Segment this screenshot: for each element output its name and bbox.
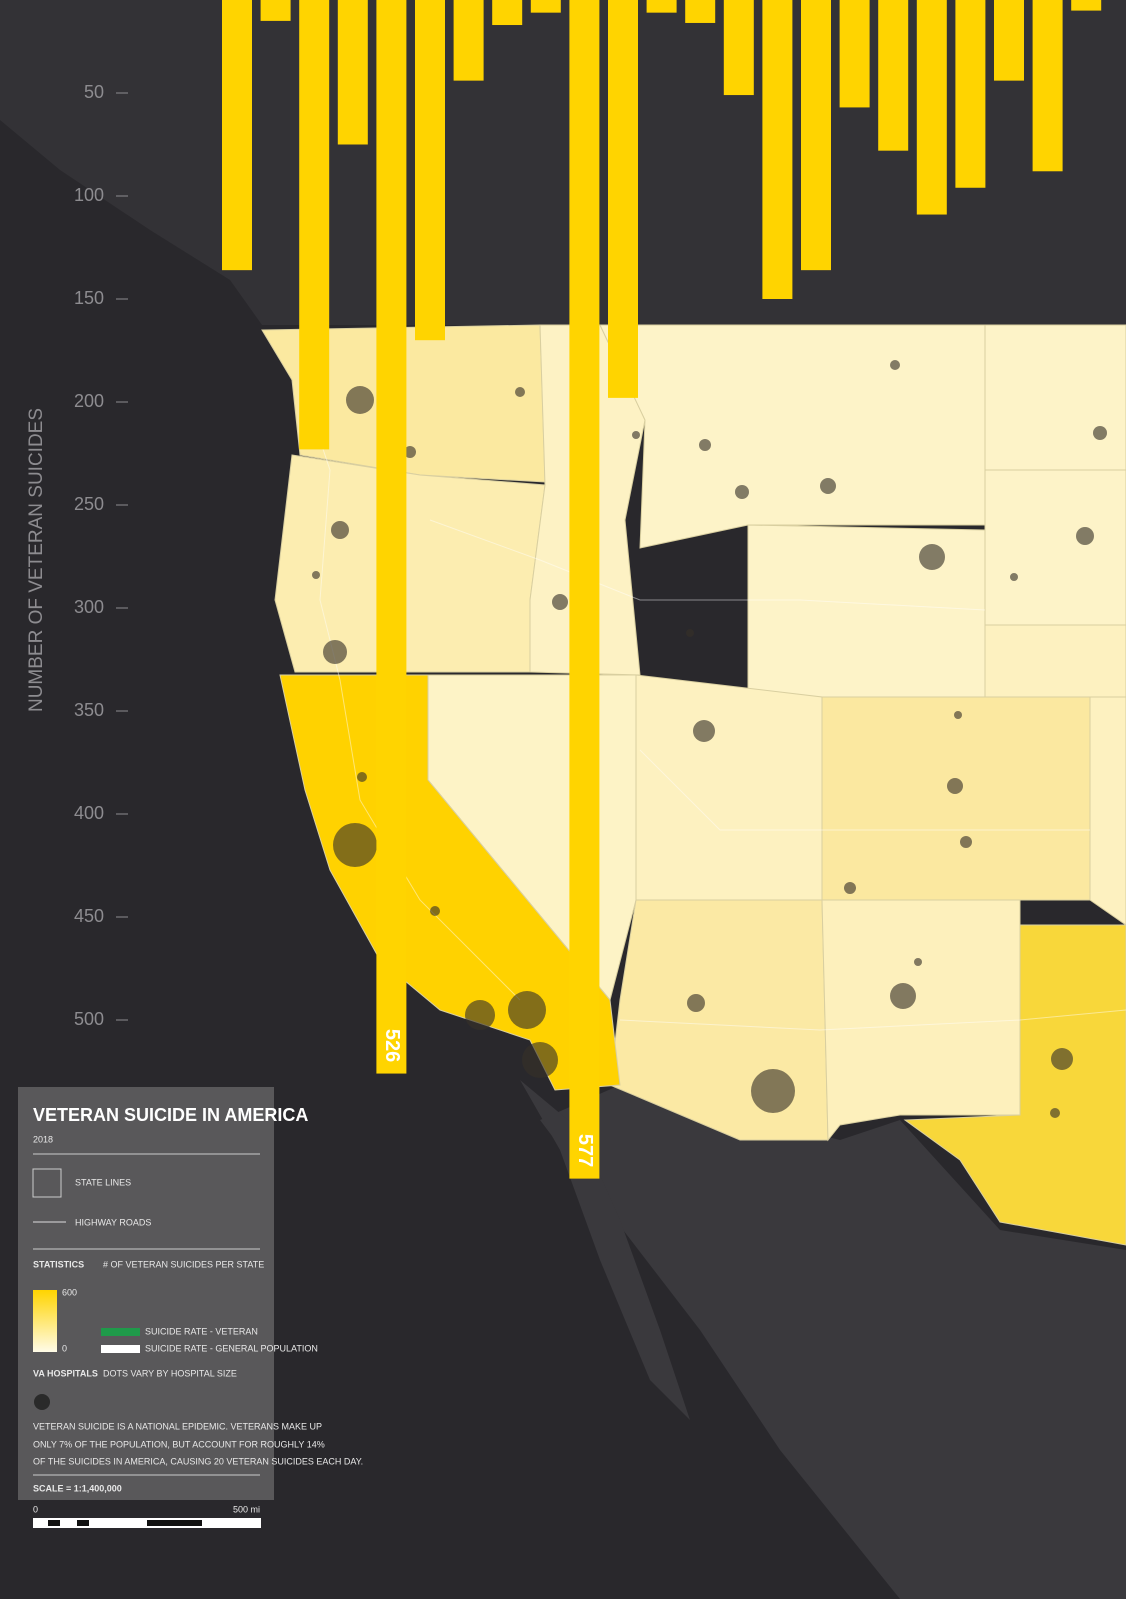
veteran-rate-label: SUICIDE RATE - VETERAN: [145, 1326, 258, 1336]
bars: 526 577: [222, 0, 1102, 1179]
y-tick-label: 250: [74, 494, 104, 514]
bar: [608, 0, 638, 398]
legend-title: VETERAN SUICIDE IN AMERICA: [33, 1105, 308, 1125]
bar: [839, 0, 870, 108]
statistics-desc: # OF VETERAN SUICIDES PER STATE: [103, 1259, 264, 1269]
general-rate-swatch: [101, 1345, 140, 1353]
state-line-swatch: [32, 1168, 62, 1198]
y-tick-label: 150: [74, 288, 104, 308]
scale-bar-segment: [77, 1520, 89, 1526]
note-line: OF THE SUICIDES IN AMERICA, CAUSING 20 V…: [33, 1456, 363, 1466]
bar: [955, 0, 986, 188]
scale-bar-segment: [147, 1520, 202, 1526]
y-tick-label: 100: [74, 185, 104, 205]
bar: [299, 0, 330, 450]
scale-end: 500 mi: [233, 1504, 260, 1514]
bar: [723, 0, 754, 96]
veteran-rate-swatch: [101, 1328, 140, 1336]
hospitals-desc: DOTS VARY BY HOSPITAL SIZE: [103, 1368, 237, 1378]
states: [261, 324, 1126, 1246]
bar: [453, 0, 484, 81]
statistics-label: STATISTICS: [33, 1259, 84, 1269]
gradient-min: 0: [62, 1343, 67, 1353]
bar: [1071, 0, 1102, 11]
legend: VETERAN SUICIDE IN AMERICA 2018 STATE LI…: [18, 1087, 363, 1528]
gradient-swatch: [33, 1290, 57, 1352]
y-tick-label: 400: [74, 803, 104, 823]
bar: [916, 0, 947, 215]
bar: [685, 0, 716, 23]
bar: [376, 0, 407, 1074]
bar: [530, 0, 561, 13]
bar: [222, 0, 252, 271]
highway-label: HIGHWAY ROADS: [75, 1217, 151, 1227]
y-axis: NUMBER OF VETERAN SUICIDES: [26, 408, 47, 712]
bar-value-label: 526: [381, 1029, 403, 1062]
gradient-max: 600: [62, 1287, 77, 1297]
bar-value-label: 577: [574, 1134, 596, 1167]
y-tick-label: 50: [84, 82, 104, 102]
bar: [646, 0, 677, 13]
y-tick-label: 300: [74, 597, 104, 617]
state-lines-label: STATE LINES: [75, 1177, 131, 1187]
y-tick-label: 200: [74, 391, 104, 411]
bar: [492, 0, 523, 26]
note-line: VETERAN SUICIDE IS A NATIONAL EPIDEMIC. …: [33, 1421, 322, 1431]
y-tick-label: 500: [74, 1009, 104, 1029]
hospital-swatch: [34, 1394, 50, 1410]
general-rate-label: SUICIDE RATE - GENERAL POPULATION: [145, 1343, 318, 1353]
scale-bar-segment: [48, 1520, 60, 1526]
hospitals-label: VA HOSPITALS: [33, 1368, 98, 1378]
legend-panel: [18, 1087, 274, 1500]
bar: [1032, 0, 1063, 172]
note-line: ONLY 7% OF THE POPULATION, BUT ACCOUNT F…: [33, 1439, 325, 1449]
bar: [337, 0, 368, 145]
bar: [415, 0, 445, 341]
legend-year: 2018: [33, 1134, 53, 1144]
hospital-dots: [312, 360, 1107, 1118]
y-tick-label: 450: [74, 906, 104, 926]
y-tick-label: 350: [74, 700, 104, 720]
bar: [569, 0, 600, 1179]
bar: [801, 0, 831, 271]
bar: [762, 0, 793, 299]
scale-start: 0: [33, 1504, 38, 1514]
bar: [260, 0, 291, 21]
scale-label: SCALE = 1:1,400,000: [33, 1483, 122, 1493]
bar: [878, 0, 909, 151]
bar: [994, 0, 1024, 81]
y-axis-title: NUMBER OF VETERAN SUICIDES: [26, 408, 47, 712]
